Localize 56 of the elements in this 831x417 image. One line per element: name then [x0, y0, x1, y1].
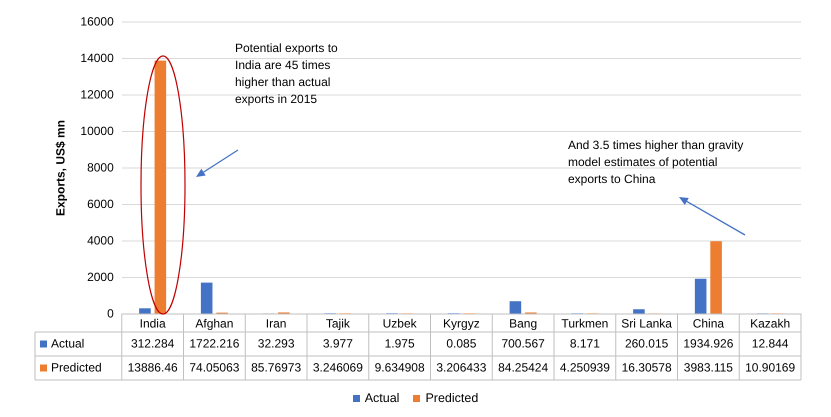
x-tick-label: India	[140, 316, 166, 330]
x-tick-label: Kazakh	[750, 316, 790, 330]
x-tick-label: Iran	[266, 316, 286, 330]
data-label: 9.634908	[374, 360, 425, 374]
data-label: 3.206433	[436, 360, 487, 374]
bar	[154, 60, 166, 314]
y-tick-label: 12000	[80, 87, 114, 102]
x-tick-label: Turkmen	[561, 316, 608, 330]
x-tick-label: Sri Lanka	[621, 316, 672, 330]
y-axis-title: Exports, US$ mn	[54, 120, 68, 216]
data-label: 3.977	[322, 336, 354, 350]
bar	[510, 301, 522, 314]
y-tick-label: 6000	[87, 196, 114, 211]
data-label: 8.171	[570, 336, 600, 350]
data-label: 3.246069	[312, 360, 364, 374]
legend-label: Actual	[51, 336, 84, 350]
bar	[710, 241, 722, 314]
data-label: 16.30578	[622, 360, 672, 374]
data-label: 260.015	[624, 336, 669, 350]
data-label: 85.76973	[251, 360, 302, 374]
y-tick-label: 16000	[80, 14, 114, 28]
x-tick-label: Kyrgyz	[443, 316, 480, 330]
data-label: 1722.216	[189, 336, 240, 350]
y-tick-label: 14000	[80, 50, 114, 65]
data-label: 84.25424	[498, 360, 548, 374]
data-label: 12.844	[752, 336, 789, 350]
legend-label: Predicted	[51, 360, 102, 374]
annotation: Potential exports to India are 45 times higher than actual exports in 2015	[235, 40, 339, 108]
data-label: 10.90169	[745, 360, 796, 374]
data-label: 3983.115	[684, 360, 734, 374]
bar	[633, 309, 645, 314]
x-tick-label: China	[692, 316, 724, 330]
y-tick-label: 8000	[87, 160, 114, 174]
text: Predicted	[425, 391, 478, 405]
x-tick-label: Afghan	[195, 316, 234, 330]
data-label: 4.250939	[560, 360, 610, 374]
y-tick-label: 0	[107, 306, 114, 320]
annotation: And 3.5 times higher than gravity model estimates of potential exports to China	[568, 137, 744, 188]
x-tick-label: Bang	[509, 316, 538, 330]
bar	[139, 308, 151, 314]
x-tick-label: Tajik	[326, 316, 351, 330]
data-label: 74.05063	[189, 360, 240, 374]
data-label: 1.975	[384, 336, 415, 350]
y-tick-label: 2000	[87, 270, 114, 284]
bar	[200, 282, 212, 314]
bar	[694, 278, 706, 314]
data-label: 700.567	[501, 336, 546, 350]
y-tick-label: 10000	[80, 124, 114, 138]
x-tick-label: Uzbek	[382, 316, 418, 330]
data-label: 0.085	[446, 336, 477, 350]
data-label: 13886.46	[128, 360, 178, 374]
data-label: 312.284	[130, 336, 175, 350]
text: Actual	[364, 391, 400, 405]
y-tick-label: 4000	[87, 233, 114, 248]
data-label: 1934.926	[683, 336, 734, 350]
data-label: 32.293	[258, 336, 295, 350]
